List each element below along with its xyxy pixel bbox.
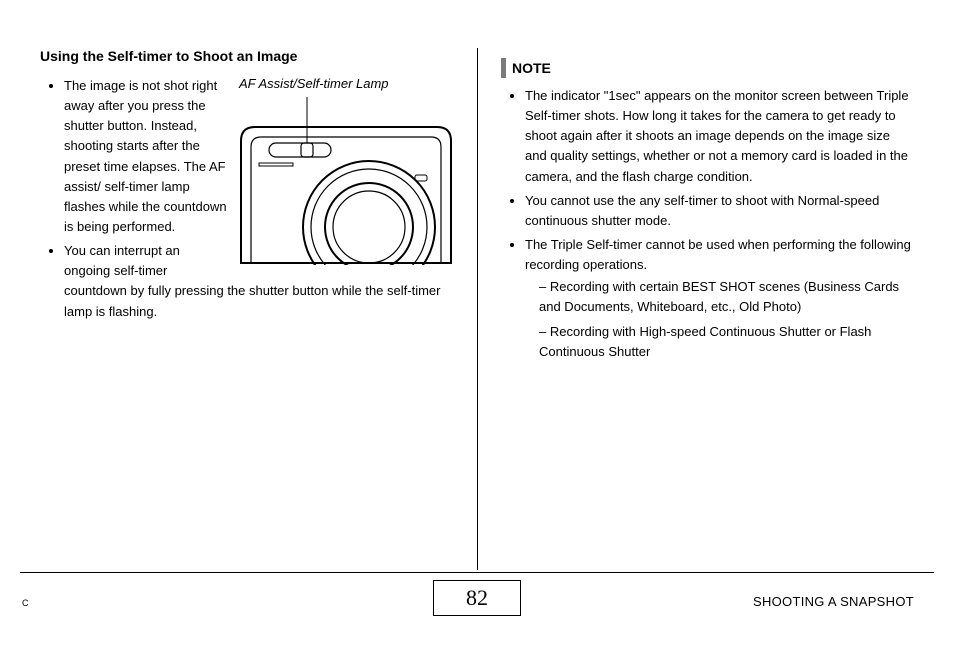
list-item: The indicator "1sec" appears on the moni… <box>525 86 914 187</box>
footer-section-name: SHOOTING A SNAPSHOT <box>753 594 914 609</box>
sub-list: Recording with certain BEST SHOT scenes … <box>525 277 914 362</box>
list-item: The Triple Self-timer cannot be used whe… <box>525 235 914 362</box>
sub-list-item: Recording with High-speed Continuous Shu… <box>539 322 914 362</box>
footer-rule <box>20 572 934 573</box>
right-column: NOTE The indicator "1sec" appears on the… <box>477 48 914 568</box>
left-column: Using the Self-timer to Shoot an Image A… <box>40 48 477 568</box>
right-bullet-list: The indicator "1sec" appears on the moni… <box>501 86 914 362</box>
camera-diagram-block: AF Assist/Self-timer Lamp <box>239 76 453 265</box>
two-column-layout: Using the Self-timer to Shoot an Image A… <box>40 48 914 568</box>
note-header: NOTE <box>501 58 914 78</box>
note-label: NOTE <box>512 60 551 76</box>
sub-list-item: Recording with certain BEST SHOT scenes … <box>539 277 914 317</box>
list-item-text: The Triple Self-timer cannot be used whe… <box>525 237 911 272</box>
diagram-caption: AF Assist/Self-timer Lamp <box>239 76 453 91</box>
camera-diagram-svg <box>239 97 453 265</box>
list-item: You cannot use the any self-timer to sho… <box>525 191 914 231</box>
section-title: Using the Self-timer to Shoot an Image <box>40 48 453 64</box>
page-number: 82 <box>433 580 521 616</box>
footer-corner-mark: C <box>22 598 29 608</box>
note-accent-bar <box>501 58 506 78</box>
manual-page: Using the Self-timer to Shoot an Image A… <box>0 0 954 646</box>
